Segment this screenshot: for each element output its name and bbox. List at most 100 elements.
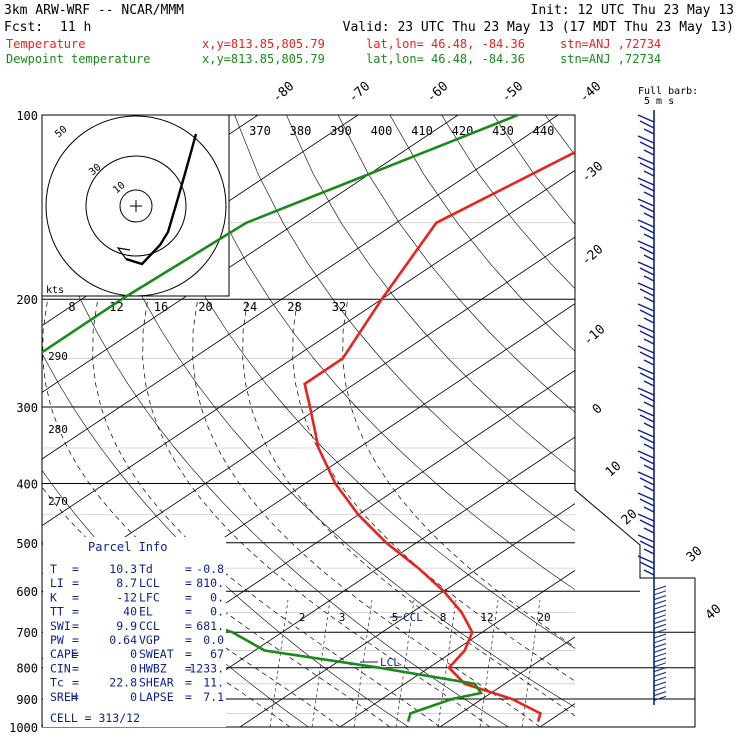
isotherm-label: -60	[424, 79, 451, 106]
parcel-label: LAPSE	[139, 690, 174, 704]
forecast-hour: 11 h	[60, 20, 91, 35]
wind-barb-low	[653, 643, 667, 649]
hodograph-speed-label: 12	[109, 300, 123, 314]
hodograph-trace-start	[116, 247, 131, 260]
dewpoint-legend: Dewpoint temperature	[6, 52, 151, 66]
mixing-ratio-line	[311, 599, 331, 727]
parcel-info-rows: T = 10.3 Td = -0.8 LI = 8.7 LCL = 810. K = -12 LFC = 0. TT…	[50, 562, 224, 704]
pressure-label-100: 100	[16, 109, 38, 123]
wind-barb	[637, 471, 655, 492]
wind-barb-low	[653, 667, 667, 673]
parcel-label: LCL	[139, 576, 160, 590]
dry-adiabat	[130, 115, 575, 649]
wind-barb-low	[653, 671, 667, 677]
parcel-equals: =	[185, 562, 192, 576]
parcel-equals: =	[185, 676, 192, 690]
wind-barb-low	[653, 595, 667, 601]
hodograph-speed-label: 32	[332, 300, 346, 314]
parcel-label: TT	[50, 605, 64, 619]
wind-barb-low	[653, 652, 667, 658]
pressure-label-700: 700	[16, 626, 38, 640]
hodograph-ring	[85, 155, 187, 257]
dry-adiabat	[42, 189, 509, 727]
parcel-equals: =	[72, 562, 79, 576]
parcel-value: 0	[130, 647, 137, 661]
isotherm	[42, 236, 575, 593]
pressure-label-300: 300	[16, 401, 38, 415]
parcel-value: -0.8	[196, 562, 224, 576]
wind-barb-low	[653, 695, 667, 701]
theta-left-label: 290	[48, 350, 68, 363]
valid-time: Valid: 23 UTC Thu 23 May 13 (17 MDT Thu …	[343, 20, 734, 35]
parcel-value: 22.8	[109, 676, 137, 690]
wind-barb	[637, 408, 655, 429]
pressure-label-600: 600	[16, 585, 38, 599]
temperature-xy: x,y=813.85,805.79	[202, 37, 325, 51]
wind-barb	[637, 345, 655, 366]
parcel-value: 0.	[210, 590, 224, 604]
isotherm-label: -20	[579, 242, 606, 269]
isotherm	[339, 569, 575, 727]
dry-adiabat	[286, 115, 575, 473]
isotherm	[640, 115, 740, 727]
parcel-value: 1233.	[189, 661, 224, 675]
wind-barb-low	[653, 590, 667, 596]
isotherm-label: -70	[346, 79, 373, 106]
dry-adiabat	[389, 115, 575, 352]
pressure-label-500: 500	[16, 537, 38, 551]
wind-barb-low	[653, 657, 667, 663]
parcel-equals: =	[72, 619, 79, 633]
hodograph-ring	[45, 115, 227, 297]
theta-label: 390	[330, 124, 352, 138]
wind-barb	[637, 387, 655, 408]
moist-adiabat	[192, 299, 541, 727]
parcel-equals: =	[185, 605, 192, 619]
parcel-value: 9.9	[116, 619, 137, 633]
barb-legend-title: Full barb:	[638, 86, 698, 97]
init-time: Init: 12 UTC Thu 23 May 13	[531, 3, 735, 18]
parcel-label: SHEAR	[139, 676, 174, 690]
parcel-label: PW	[50, 633, 64, 647]
dry-adiabat	[700, 115, 740, 727]
mixing-ratio-label: 12	[480, 611, 493, 624]
hodograph-speed-label: 28	[287, 300, 301, 314]
parcel-cell: CELL = 313/12	[50, 711, 140, 725]
wind-barb	[637, 303, 655, 324]
theta-left-label: 280	[48, 423, 68, 436]
plot-frame	[41, 114, 696, 728]
dry-adiabat	[493, 115, 575, 225]
hodograph-speed-label: 24	[243, 300, 257, 314]
barb-legend-units: 5 m s	[644, 96, 674, 107]
wind-barb-low	[653, 686, 667, 692]
isotherm-label: -30	[579, 159, 606, 186]
isotherm-label: -10	[581, 322, 608, 349]
temperature-legend: Temperature	[6, 37, 85, 51]
parcel-value: 0	[130, 661, 137, 675]
wind-barb-low	[653, 633, 667, 639]
wind-barb	[637, 429, 655, 450]
parcel-equals: =	[72, 590, 79, 604]
isotherm	[42, 115, 559, 460]
mixing-ratio-label: 2	[299, 611, 306, 624]
wind-barb	[637, 513, 655, 534]
wind-barb	[637, 282, 655, 303]
parcel-equals: =	[185, 590, 192, 604]
parcel-label: EL	[139, 605, 153, 619]
hodograph-trace	[125, 133, 198, 266]
theta-left-label: 270	[48, 495, 68, 508]
parcel-equals: =	[72, 676, 79, 690]
isotherm-label: 0	[590, 401, 606, 417]
dewpoint-station: stn=ANJ ,72734	[560, 52, 661, 66]
parcel-equals: =	[72, 605, 79, 619]
wind-barb-low	[653, 614, 667, 620]
wind-barb-low	[653, 604, 667, 610]
mixing-ratio-label: 20	[537, 611, 550, 624]
theta-label: 410	[411, 124, 433, 138]
parcel-equals: =	[185, 633, 192, 647]
pressure-label-1000: 1000	[9, 721, 38, 735]
dry-adiabat	[79, 115, 575, 708]
parcel-label: Tc	[50, 676, 64, 690]
parcel-equals: =	[185, 647, 192, 661]
parcel-equals: =	[185, 576, 192, 590]
parcel-value: -12	[116, 590, 137, 604]
